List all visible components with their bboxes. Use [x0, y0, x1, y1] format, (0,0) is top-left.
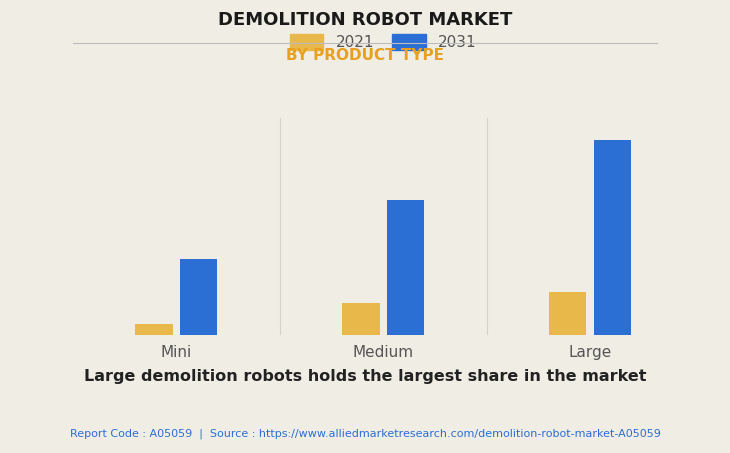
- Bar: [549, 292, 586, 335]
- Bar: [180, 259, 218, 335]
- Bar: [342, 303, 380, 335]
- Text: BY PRODUCT TYPE: BY PRODUCT TYPE: [286, 48, 444, 63]
- Bar: [136, 324, 173, 335]
- Bar: [387, 200, 424, 335]
- Text: Report Code : A05059  |  Source : https://www.alliedmarketresearch.com/demolitio: Report Code : A05059 | Source : https://…: [69, 428, 661, 439]
- Legend: 2021, 2031: 2021, 2031: [290, 34, 477, 50]
- Text: Large demolition robots holds the largest share in the market: Large demolition robots holds the larges…: [84, 369, 646, 384]
- Text: DEMOLITION ROBOT MARKET: DEMOLITION ROBOT MARKET: [218, 11, 512, 29]
- Bar: [593, 140, 631, 335]
